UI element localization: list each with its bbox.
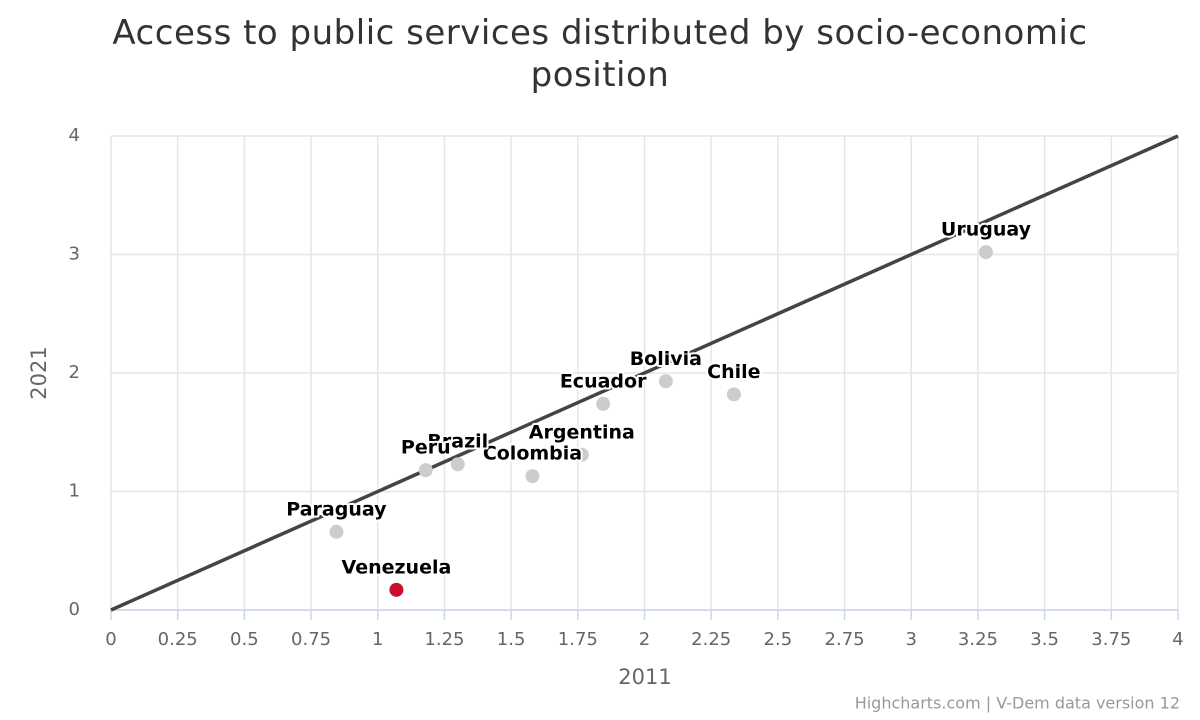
x-tick-label: 1 xyxy=(372,629,383,650)
x-tick-label: 0 xyxy=(105,629,116,650)
x-tick-label: 1.75 xyxy=(558,629,598,650)
x-tick-label: 2.5 xyxy=(764,629,793,650)
x-tick-label: 3 xyxy=(906,629,917,650)
point xyxy=(389,582,404,597)
x-tick-label: 3.25 xyxy=(958,629,998,650)
chart-title: Access to public services distributed by… xyxy=(112,13,1088,95)
point xyxy=(574,447,589,462)
point xyxy=(450,457,465,472)
x-tick-label: 1.25 xyxy=(424,629,464,650)
data-label: Uruguay xyxy=(941,219,1032,241)
point xyxy=(418,463,433,478)
data-label: Colombia xyxy=(483,443,582,465)
data-label: Argentina xyxy=(529,421,635,443)
y-axis-title: 2021 xyxy=(27,346,51,399)
x-axis-title: 2011 xyxy=(618,665,671,689)
x-tick-label: 3.75 xyxy=(1091,629,1131,650)
point xyxy=(726,387,741,402)
x-tick-label: 4 xyxy=(1172,629,1183,650)
x-tick-label: 3.5 xyxy=(1030,629,1059,650)
point xyxy=(596,396,611,411)
x-tick-label: 2.25 xyxy=(691,629,731,650)
point xyxy=(978,245,993,260)
y-tick-label: 2 xyxy=(69,362,80,383)
data-label: Paraguay xyxy=(286,498,387,520)
data-label: Brazil xyxy=(427,431,488,453)
y-tick-label: 4 xyxy=(69,125,80,146)
credits[interactable]: Highcharts.com | V-Dem data version 12 xyxy=(855,694,1180,713)
data-label: Chile xyxy=(707,361,760,383)
x-tick-label: 2 xyxy=(639,629,650,650)
data-label: Venezuela xyxy=(342,556,452,578)
data-label: Ecuador xyxy=(560,370,647,392)
data-label: Bolivia xyxy=(630,348,702,370)
x-tick-label: 1.5 xyxy=(497,629,526,650)
point xyxy=(329,524,344,539)
data-label: Peru xyxy=(401,437,451,459)
x-tick-label: 0.25 xyxy=(158,629,198,650)
x-tick-label: 0.5 xyxy=(230,629,259,650)
diagonal-line xyxy=(110,134,1179,612)
point xyxy=(525,469,540,484)
x-tick-label: 0.75 xyxy=(291,629,331,650)
y-tick-label: 1 xyxy=(69,481,80,502)
y-tick-label: 0 xyxy=(69,599,80,620)
point xyxy=(658,374,673,389)
x-tick-label: 2.75 xyxy=(825,629,865,650)
y-tick-label: 3 xyxy=(69,244,80,265)
